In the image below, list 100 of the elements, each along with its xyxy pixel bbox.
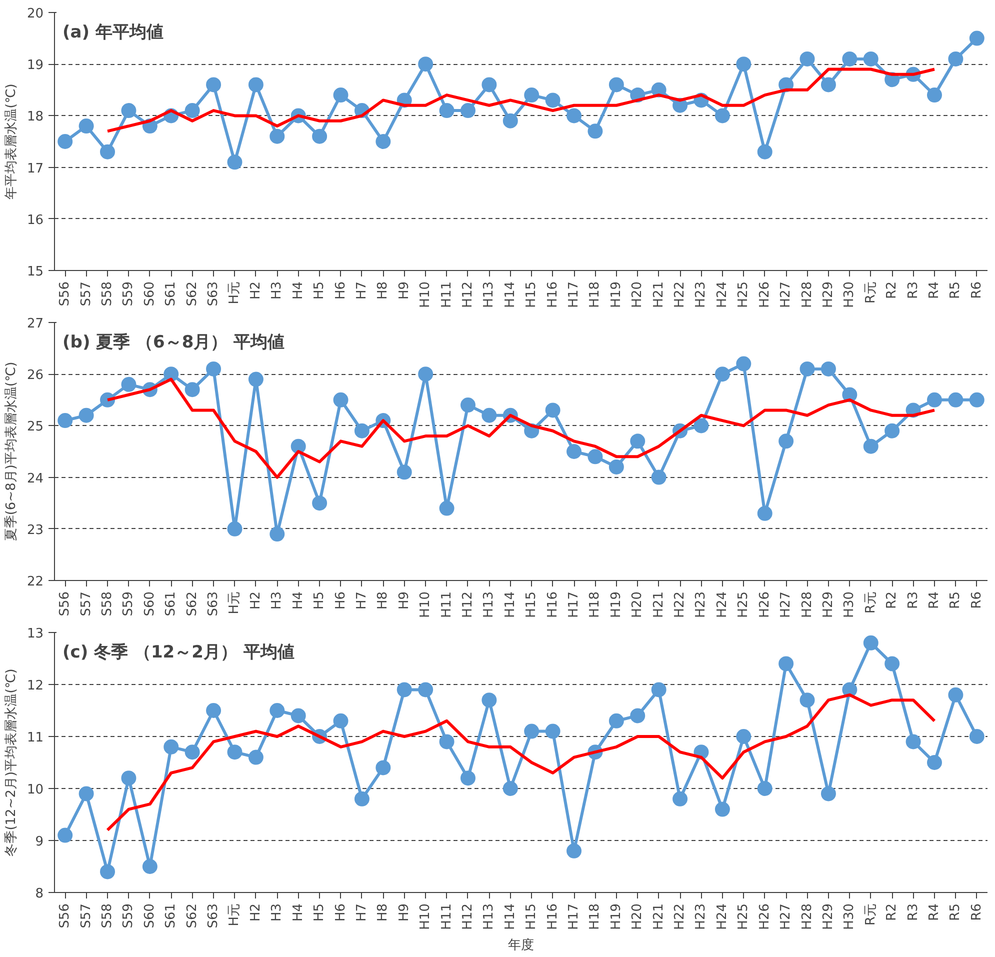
x-tick-label: R2: [884, 903, 900, 921]
point: [58, 413, 73, 428]
point: [248, 372, 264, 387]
x-tick-label: H20: [630, 903, 646, 930]
x-tick-label: H12: [460, 281, 476, 308]
point: [778, 656, 794, 672]
point: [524, 88, 540, 103]
y-tick-label: 26: [26, 368, 44, 384]
point: [58, 828, 73, 843]
point: [206, 703, 222, 718]
x-tick-label: H10: [418, 591, 434, 618]
x-tick-label: H26: [757, 591, 772, 618]
point: [78, 408, 94, 423]
x-tick-label: S61: [164, 903, 179, 928]
y-tick-label: 27: [26, 316, 44, 332]
x-tick-label: R3: [906, 903, 921, 921]
point: [270, 526, 285, 542]
x-tick-label: R6: [969, 903, 984, 921]
point: [121, 103, 136, 118]
point: [164, 739, 179, 754]
point: [757, 506, 772, 521]
x-tick-label: S58: [100, 903, 116, 928]
point: [482, 77, 497, 92]
point: [736, 356, 752, 372]
x-tick-label: S56: [58, 903, 73, 928]
point: [588, 124, 603, 139]
point: [439, 734, 454, 750]
point: [820, 786, 836, 802]
x-tick-label: H2: [248, 904, 264, 922]
x-tick-label: H15: [524, 281, 540, 308]
text: (c) 冬季 （12～2月） 平均値: [62, 642, 294, 662]
x-tick-label: S61: [164, 281, 179, 306]
point: [121, 376, 136, 392]
y-tick-label: 12: [26, 678, 44, 694]
x-tick-label: R5: [948, 591, 964, 609]
point: [863, 438, 878, 454]
point: [333, 713, 348, 728]
x-tick-label: H7: [354, 592, 370, 610]
x-tick-label: H17: [566, 903, 582, 930]
point: [418, 366, 434, 382]
point: [418, 56, 434, 72]
point: [100, 144, 116, 160]
point: [290, 708, 306, 724]
point: [948, 687, 964, 702]
x-tick-label: H3: [270, 282, 285, 300]
y-tick-label: 17: [26, 161, 44, 176]
x-tick-label: H14: [502, 903, 518, 930]
x-tick-label: H11: [439, 281, 454, 308]
point: [948, 392, 964, 408]
x-tick-label: H元: [227, 281, 242, 304]
point: [270, 128, 285, 144]
point: [142, 859, 158, 874]
point: [608, 77, 624, 92]
point: [312, 128, 328, 144]
point: [800, 51, 815, 66]
point: [736, 56, 752, 72]
point: [863, 635, 878, 650]
point: [248, 750, 264, 765]
point: [396, 464, 412, 480]
x-tick-label: S61: [164, 591, 179, 616]
point: [376, 134, 391, 149]
x-tick-label: H6: [333, 282, 348, 300]
x-tick-label: R3: [906, 591, 921, 609]
x-tick-label: H26: [757, 903, 772, 930]
point: [396, 682, 412, 698]
point: [312, 496, 328, 511]
x-tick-label: R3: [906, 281, 921, 299]
x-tick-label: S58: [100, 281, 116, 306]
x-tick-label: R5: [948, 281, 964, 299]
point: [778, 434, 794, 449]
point: [969, 30, 984, 46]
x-tick-label: S62: [184, 591, 200, 616]
x-tick-label: H20: [630, 281, 646, 308]
x-tick-label: S59: [121, 903, 136, 928]
point: [545, 92, 560, 108]
point: [863, 51, 878, 66]
point: [842, 51, 858, 66]
x-tick-label: H27: [778, 281, 794, 308]
x-tick-label: H30: [842, 281, 858, 308]
point: [906, 734, 921, 750]
x-tick-label: H12: [460, 903, 476, 930]
point: [884, 656, 900, 672]
point: [439, 500, 454, 516]
point: [736, 729, 752, 744]
x-tick-label: S57: [78, 591, 94, 616]
x-tick-label: H30: [842, 591, 858, 618]
x-tick-label: R2: [884, 281, 900, 299]
point: [714, 366, 730, 382]
x-tick-label: H8: [376, 904, 391, 922]
x-tick-label: H18: [588, 903, 603, 930]
x-tick-label: H9: [396, 282, 412, 300]
x-tick-label: H30: [842, 903, 858, 930]
x-tick-label: H元: [227, 591, 242, 614]
point: [820, 77, 836, 92]
point: [164, 366, 179, 382]
x-tick-label: H7: [354, 904, 370, 922]
x-tick-label: H14: [502, 591, 518, 618]
x-tick-label: H3: [270, 592, 285, 610]
x-tick-label: H7: [354, 282, 370, 300]
x-tick-label: H16: [545, 903, 560, 930]
